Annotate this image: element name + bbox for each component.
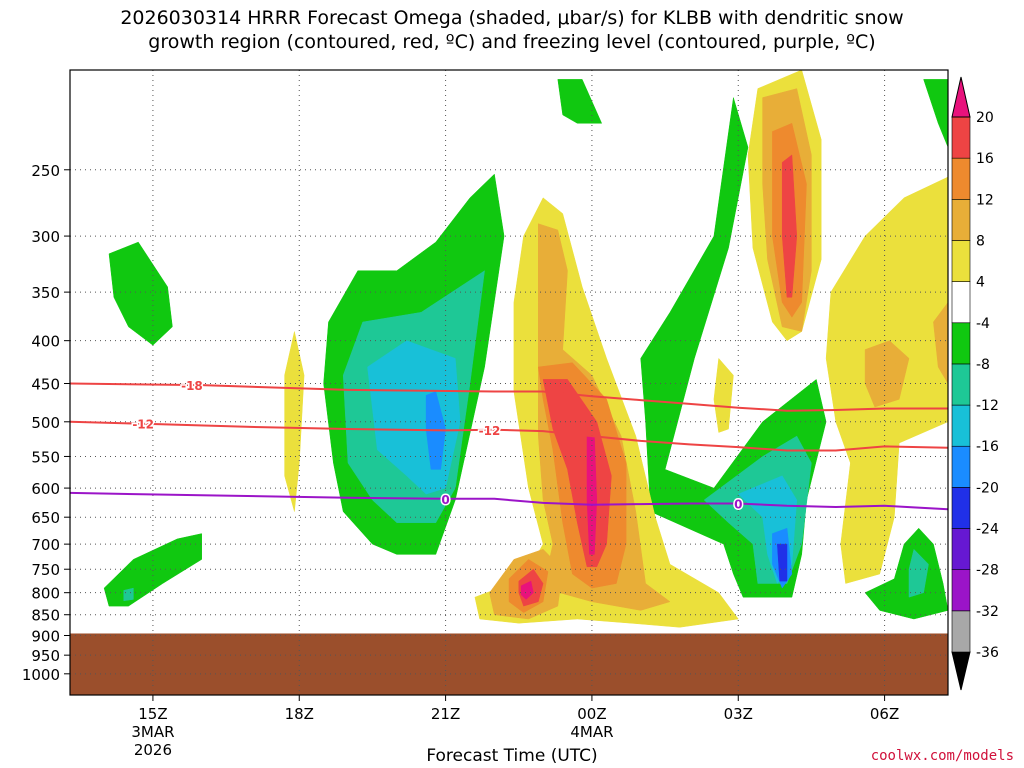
colorbar: -36 -32 -28 -24 -20 -16 -12 -8 -4 4 8 12 16 20 (951, 76, 999, 691)
y-tick-label-250: 250 (31, 162, 60, 180)
contours: -18 -12 -12 0 0 (70, 377, 948, 513)
omega-region-31 (781, 154, 798, 298)
omega-region-5 (103, 533, 202, 607)
contour-line-0 (70, 382, 948, 412)
x-tick-date-00Z: 4MAR (570, 723, 613, 741)
site-credit: coolwx.com/models (870, 748, 1014, 764)
chart-title: 2026030314 HRRR Forecast Omega (shaded, … (0, 6, 1024, 54)
omega-region-11 (777, 543, 788, 582)
x-tick-label-21Z: 21Z (431, 705, 460, 723)
y-tick-label-750: 750 (31, 561, 60, 579)
contour-line-3 (70, 491, 948, 511)
colorbar-label--8: -8 (976, 357, 990, 373)
y-tick-label-450: 450 (31, 375, 60, 393)
colorbar-bin-above-20 (951, 76, 971, 118)
y-tick-label-400: 400 (31, 333, 60, 351)
colorbar-label-16: 16 (976, 151, 994, 167)
colorbar-bin--4-to-4 (951, 281, 971, 324)
contour-label-0: -18 (181, 379, 203, 393)
x-tick-label-00Z: 00Z (577, 705, 606, 723)
colorbar-bin-8-to-12 (951, 199, 971, 241)
title-line-2: growth region (contoured, red, ºC) and f… (148, 31, 876, 53)
x-tick-year-15Z: 2026 (134, 741, 172, 759)
omega-region-6 (123, 587, 134, 602)
x-axis-label: Forecast Time (UTC) (426, 746, 598, 766)
colorbar-bin--20-to--16 (951, 445, 971, 488)
x-tick-label-18Z: 18Z (285, 705, 314, 723)
colorbar-bin--32-to--28 (951, 569, 971, 612)
omega-region-15 (923, 79, 948, 148)
colorbar-label--20: -20 (976, 480, 999, 496)
y-tick-label-550: 550 (31, 448, 60, 466)
colorbar-label--32: -32 (976, 604, 999, 620)
y-tick-label-900: 900 (31, 628, 60, 646)
colorbar-label-8: 8 (976, 233, 985, 249)
x-tick-label-03Z: 03Z (724, 705, 753, 723)
colorbar-label-20: 20 (976, 110, 994, 126)
y-tick-label-300: 300 (31, 228, 60, 246)
colorbar-label-12: 12 (976, 192, 994, 208)
colorbar-bin--8-to--4 (951, 322, 971, 365)
colorbar-bin-12-to-16 (951, 157, 971, 200)
y-tick-label-850: 850 (31, 607, 60, 625)
omega-region-19 (713, 357, 734, 433)
x-tick-label-06Z: 06Z (870, 705, 899, 723)
omega-region-13 (908, 548, 929, 598)
plot-area: -18 -12 -12 0 0 250 300 350 400 450 500 550 600 650 70… (22, 69, 949, 759)
omega-region-18 (284, 331, 305, 512)
colorbar-bin-16-to-20 (951, 116, 971, 159)
y-tick-label-700: 700 (31, 536, 60, 554)
colorbar-label--4: -4 (976, 316, 990, 332)
ground-below-surface (70, 633, 948, 695)
y-tick-label-500: 500 (31, 414, 60, 432)
y-tick-label-600: 600 (31, 480, 60, 498)
contour-label-3: 0 (441, 493, 449, 507)
colorbar-bin--12-to--8 (951, 363, 971, 406)
colorbar-bin--28-to--24 (951, 528, 971, 570)
x-tick-label-15Z: 15Z (138, 705, 167, 723)
omega-region-4 (108, 241, 173, 346)
omega-shading (70, 70, 948, 695)
contour-label-4: 0 (734, 498, 742, 512)
colorbar-label--16: -16 (976, 439, 999, 455)
y-tick-label-950: 950 (31, 647, 60, 665)
omega-region-33 (520, 580, 534, 600)
colorbar-bin-4-to-8 (951, 240, 971, 282)
colorbar-bin-below--36 (951, 651, 971, 691)
omega-region-34 (889, 357, 900, 384)
colorbar-label--36: -36 (976, 645, 999, 661)
title-line-1: 2026030314 HRRR Forecast Omega (shaded, … (120, 7, 904, 29)
grid-lines (70, 70, 948, 695)
colorbar-label--24: -24 (976, 522, 999, 538)
y-tick-label-800: 800 (31, 585, 60, 603)
omega-region-25 (933, 301, 948, 384)
colorbar-label--12: -12 (976, 398, 999, 414)
y-tick-label-650: 650 (31, 509, 60, 527)
omega-region-14 (557, 79, 603, 124)
colorbar-label-4: 4 (976, 275, 985, 291)
colorbar-bin--24-to--20 (951, 487, 971, 529)
contour-label-2: -12 (479, 424, 501, 438)
plot-frame (69, 69, 949, 696)
x-tick-date-15Z: 3MAR (131, 723, 174, 741)
y-tick-label-1000: 1000 (22, 666, 60, 684)
contour-line-1 (70, 420, 948, 452)
colorbar-bin--36-to--32 (951, 610, 971, 653)
colorbar-label--28: -28 (976, 563, 999, 579)
colorbar-bin--16-to--12 (951, 404, 971, 447)
contour-label-1: -12 (132, 418, 154, 432)
y-tick-label-350: 350 (31, 284, 60, 302)
